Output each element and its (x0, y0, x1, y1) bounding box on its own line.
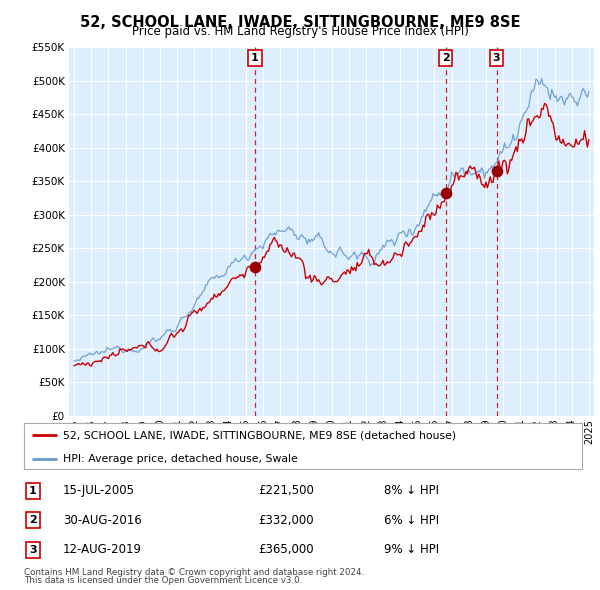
Text: 1: 1 (29, 486, 37, 496)
Text: 8% ↓ HPI: 8% ↓ HPI (384, 484, 439, 497)
Point (441, 189, 451, 198)
Text: 15-JUL-2005: 15-JUL-2005 (63, 484, 135, 497)
Text: This data is licensed under the Open Government Licence v3.0.: This data is licensed under the Open Gov… (24, 576, 302, 585)
Text: 52, SCHOOL LANE, IWADE, SITTINGBOURNE, ME9 8SE (detached house): 52, SCHOOL LANE, IWADE, SITTINGBOURNE, M… (63, 431, 456, 441)
Text: 1: 1 (251, 53, 259, 63)
Point (250, 263, 260, 272)
Text: 3: 3 (29, 545, 37, 555)
Text: 9% ↓ HPI: 9% ↓ HPI (384, 543, 439, 556)
Text: £365,000: £365,000 (258, 543, 314, 556)
Point (492, 166, 502, 176)
Text: 30-AUG-2016: 30-AUG-2016 (63, 514, 142, 527)
Text: Contains HM Land Registry data © Crown copyright and database right 2024.: Contains HM Land Registry data © Crown c… (24, 568, 364, 577)
Text: 2: 2 (442, 53, 449, 63)
Text: 2: 2 (29, 516, 37, 525)
Text: £332,000: £332,000 (258, 514, 314, 527)
Text: HPI: Average price, detached house, Swale: HPI: Average price, detached house, Swal… (63, 454, 298, 464)
Text: 52, SCHOOL LANE, IWADE, SITTINGBOURNE, ME9 8SE: 52, SCHOOL LANE, IWADE, SITTINGBOURNE, M… (80, 15, 520, 30)
Text: 6% ↓ HPI: 6% ↓ HPI (384, 514, 439, 527)
Text: 3: 3 (493, 53, 500, 63)
Text: £221,500: £221,500 (258, 484, 314, 497)
Text: Price paid vs. HM Land Registry's House Price Index (HPI): Price paid vs. HM Land Registry's House … (131, 25, 469, 38)
Text: 12-AUG-2019: 12-AUG-2019 (63, 543, 142, 556)
